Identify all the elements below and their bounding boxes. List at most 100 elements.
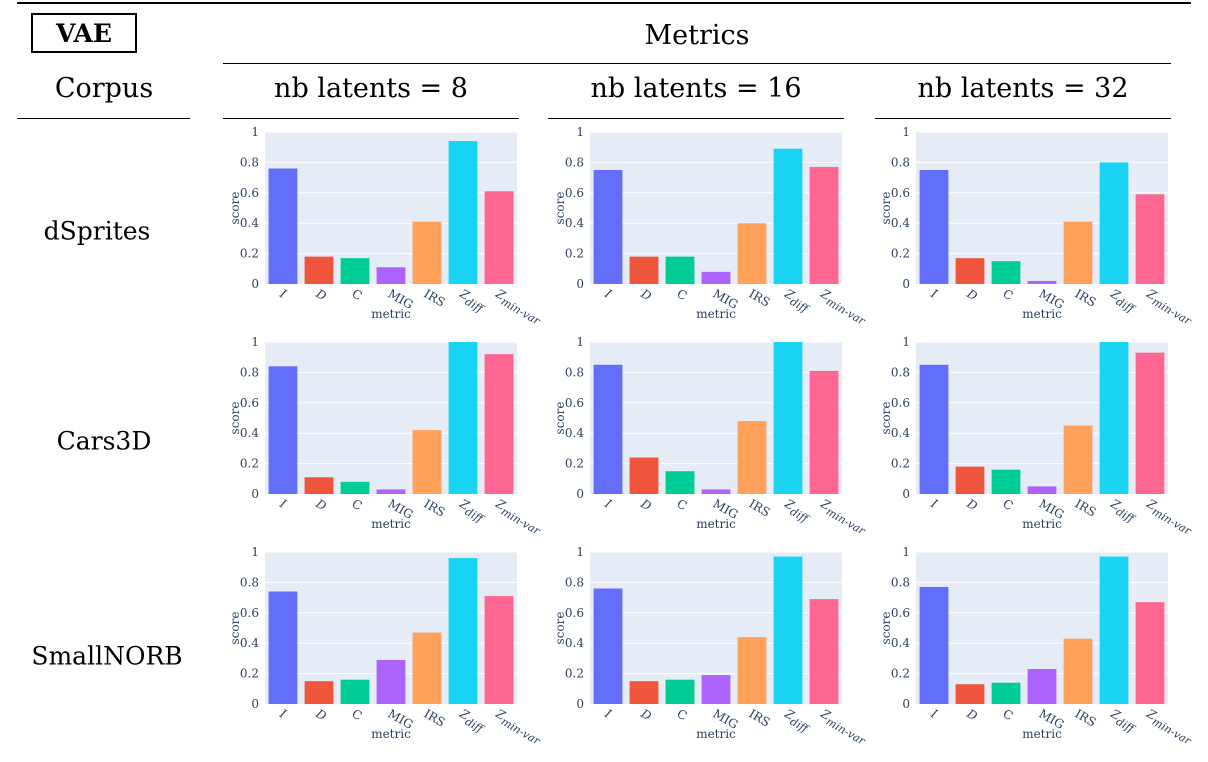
x-tick-label: Zdiff [1106, 286, 1141, 317]
bar [268, 168, 298, 284]
bar [809, 370, 839, 494]
bar [629, 256, 659, 284]
x-tick-label: IRS [422, 496, 448, 519]
bar [737, 223, 767, 284]
bar [701, 675, 731, 704]
y-tick-label: 0 [902, 277, 910, 291]
bar [1027, 486, 1057, 494]
bar [701, 489, 731, 494]
plot-background [590, 342, 842, 494]
x-tick-label: Zdiff [455, 286, 490, 317]
x-tick-label: I [277, 706, 289, 721]
x-tick-label: Zmin-var [491, 706, 546, 748]
y-tick-label: 0.2 [891, 247, 910, 261]
y-tick-label: 0.2 [565, 667, 584, 681]
plot-background [590, 132, 842, 284]
bar [955, 684, 985, 704]
x-tick-label: C [675, 496, 690, 513]
y-tick-label: 0.8 [891, 365, 910, 379]
bar [1135, 352, 1165, 494]
x-axis-title: metric [1022, 727, 1062, 741]
x-tick-label: Zdiff [780, 706, 815, 737]
row-label-dsprites: dSprites [43, 216, 151, 246]
x-tick-label: Zmin-var [491, 496, 546, 538]
x-axis-title: metric [371, 517, 411, 531]
bar [304, 477, 334, 494]
x-tick-label: Zmin-var [1142, 286, 1197, 328]
bar [1135, 194, 1165, 284]
bar [773, 148, 803, 284]
plot-background [916, 342, 1168, 494]
row-label-smallnorb: SmallNORB [31, 641, 183, 671]
y-tick-label: 0 [902, 487, 910, 501]
bar [593, 364, 623, 494]
y-tick-label: 0.8 [891, 575, 910, 589]
column-header-8: nb latents = 8 [274, 73, 468, 104]
bar [412, 430, 442, 494]
bar [1027, 669, 1057, 704]
x-tick-label: Zdiff [1106, 706, 1141, 737]
x-tick-label: D [313, 706, 330, 724]
y-axis-title: score [879, 192, 893, 225]
x-tick-label: D [638, 496, 655, 514]
bar [412, 221, 442, 284]
x-tick-label: C [1001, 496, 1016, 513]
bar [1135, 602, 1165, 704]
y-tick-label: 0 [576, 277, 584, 291]
y-tick-label: 1 [251, 125, 259, 139]
bar [448, 558, 478, 704]
y-tick-label: 0 [902, 697, 910, 711]
x-tick-label: IRS [747, 496, 773, 519]
x-tick-label: IRS [422, 286, 448, 309]
y-tick-label: 0.8 [240, 155, 259, 169]
col1-underline [223, 118, 519, 119]
x-tick-label: D [313, 496, 330, 514]
y-tick-label: 0.2 [565, 457, 584, 471]
top-rule [17, 2, 1191, 4]
x-tick-label: I [602, 706, 614, 721]
y-tick-label: 0.4 [891, 636, 910, 650]
bar [412, 632, 442, 704]
x-tick-label: C [675, 286, 690, 303]
bar [1027, 280, 1057, 284]
bar [701, 271, 731, 284]
y-tick-label: 0.4 [240, 636, 259, 650]
y-tick-label: 0.6 [565, 606, 584, 620]
y-tick-label: 0.2 [891, 667, 910, 681]
bar [737, 421, 767, 494]
x-tick-label: C [675, 706, 690, 723]
bar [1063, 638, 1093, 704]
bar [629, 457, 659, 494]
y-tick-label: 1 [902, 545, 910, 559]
bar [376, 267, 406, 284]
metrics-header: Metrics [644, 20, 750, 51]
y-tick-label: 0.2 [240, 667, 259, 681]
x-tick-label: Zmin-var [1142, 706, 1197, 748]
y-tick-label: 0.6 [240, 396, 259, 410]
column-header-16: nb latents = 16 [590, 73, 802, 104]
bar [773, 556, 803, 704]
x-tick-label: I [928, 706, 940, 721]
x-tick-label: I [277, 496, 289, 511]
x-tick-label: D [638, 286, 655, 304]
x-tick-label: D [638, 706, 655, 724]
x-tick-label: C [1001, 286, 1016, 303]
col2-underline [548, 118, 844, 119]
y-axis-title: score [553, 402, 567, 435]
bar [268, 591, 298, 704]
x-tick-label: Zmin-var [816, 286, 871, 328]
bar [1099, 342, 1129, 494]
y-tick-label: 0.4 [565, 636, 584, 650]
y-axis-title: score [228, 402, 242, 435]
x-tick-label: Zmin-var [816, 706, 871, 748]
y-tick-label: 1 [576, 545, 584, 559]
x-tick-label: C [1001, 706, 1016, 723]
x-axis-title: metric [371, 727, 411, 741]
y-axis-title: score [228, 612, 242, 645]
x-axis-title: metric [1022, 307, 1062, 321]
bar [304, 681, 334, 704]
